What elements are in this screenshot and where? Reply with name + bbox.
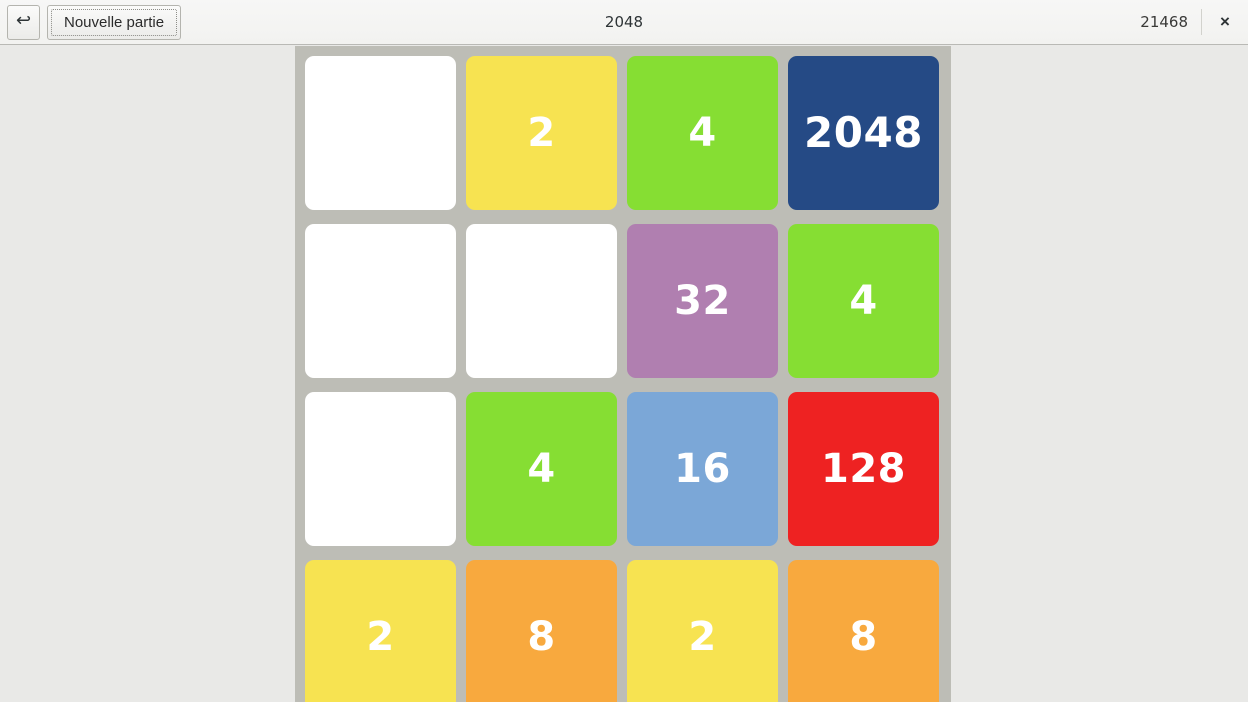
tile-32-r2c3: 32	[627, 224, 778, 378]
tile-value: 32	[674, 278, 731, 324]
tile-2-r1c2: 2	[466, 56, 617, 210]
tile-8-r4c2: 8	[466, 560, 617, 702]
tile-16-r3c3: 16	[627, 392, 778, 546]
game-board[interactable]: 2 4 2048 32 4 4 16 128 2 8 2 8	[295, 46, 951, 702]
titlebar-right-controls: 21468 ×	[1130, 0, 1248, 44]
tile-128-r3c4: 128	[788, 392, 939, 546]
tile-empty-r2c2	[466, 224, 617, 378]
tile-8-r4c4: 8	[788, 560, 939, 702]
undo-arrow-icon: ↩	[15, 10, 32, 31]
tile-2048-r1c4: 2048	[788, 56, 939, 210]
titlebar-left-controls: ↩ Nouvelle partie	[0, 4, 182, 40]
tile-value: 2	[688, 614, 717, 660]
tile-value: 4	[688, 110, 717, 156]
tile-4-r3c2: 4	[466, 392, 617, 546]
tile-value: 128	[821, 446, 906, 492]
close-icon[interactable]: ×	[1202, 0, 1248, 44]
tile-value: 8	[527, 614, 556, 660]
tile-empty-r3c1	[305, 392, 456, 546]
tile-grid: 2 4 2048 32 4 4 16 128 2 8 2 8	[305, 56, 941, 702]
new-game-label: Nouvelle partie	[64, 13, 165, 31]
tile-value: 4	[527, 446, 556, 492]
tile-value: 8	[849, 614, 878, 660]
close-glyph: ×	[1220, 12, 1230, 31]
titlebar-separator	[1201, 9, 1202, 35]
window-titlebar: ↩ Nouvelle partie 2048 21468 ×	[0, 0, 1248, 45]
tile-value: 2	[366, 614, 395, 660]
tile-4-r1c3: 4	[627, 56, 778, 210]
tile-4-r2c4: 4	[788, 224, 939, 378]
tile-value: 2	[527, 110, 556, 156]
tile-value: 2048	[804, 108, 923, 157]
tile-value: 16	[674, 446, 731, 492]
tile-empty-r1c1	[305, 56, 456, 210]
score-display: 21468	[1140, 13, 1188, 31]
undo-button[interactable]: ↩	[7, 4, 40, 40]
window-title: 2048	[604, 13, 644, 31]
tile-2-r4c3: 2	[627, 560, 778, 702]
tile-empty-r2c1	[305, 224, 456, 378]
tile-value: 4	[849, 278, 878, 324]
tile-2-r4c1: 2	[305, 560, 456, 702]
new-game-button[interactable]: Nouvelle partie	[47, 4, 182, 40]
